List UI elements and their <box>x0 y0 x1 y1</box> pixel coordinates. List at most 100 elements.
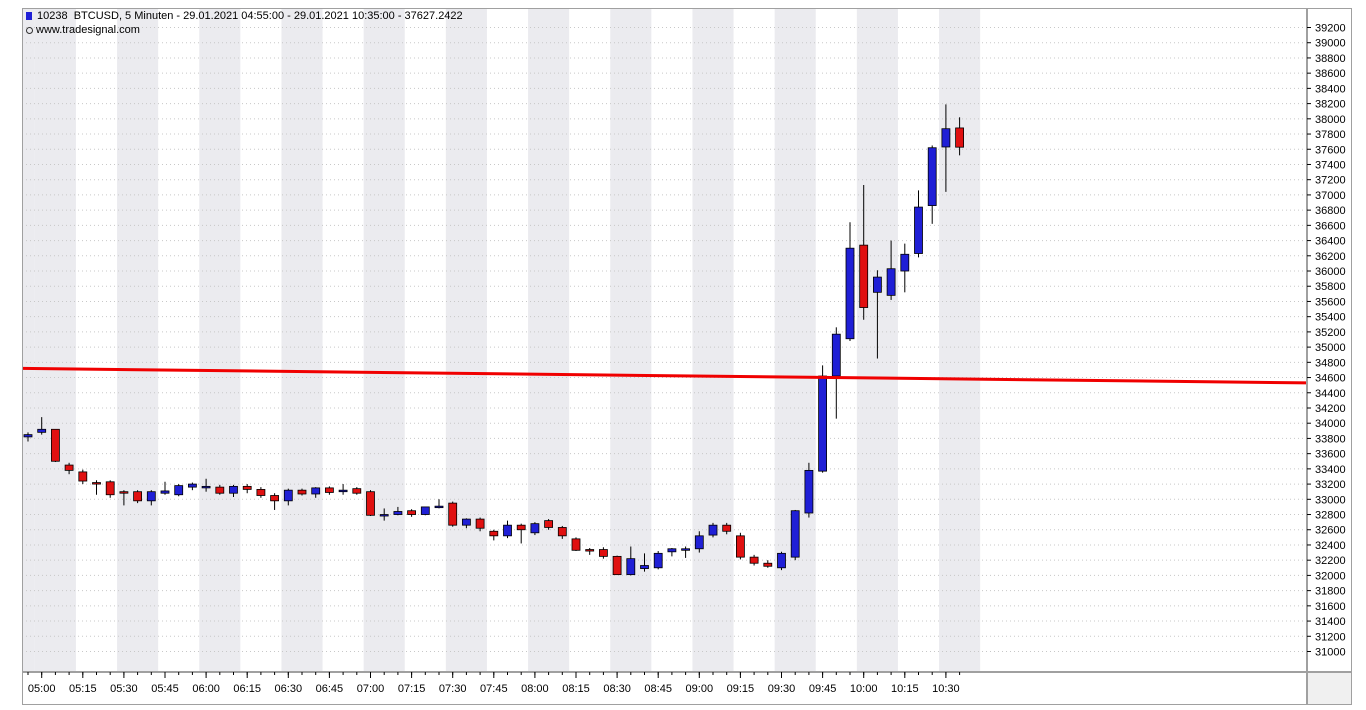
candle-body <box>804 469 814 514</box>
candle-body <box>599 549 608 557</box>
candle-body <box>818 375 827 472</box>
x-tick-label: 05:30 <box>110 683 138 695</box>
x-tick-label: 09:00 <box>686 683 714 695</box>
candle-body <box>955 127 964 148</box>
candle <box>585 548 595 555</box>
candle-body <box>215 486 225 494</box>
candle <box>407 509 417 517</box>
y-tick-label: 35200 <box>1315 327 1346 339</box>
candle <box>873 270 882 359</box>
y-tick-label: 31800 <box>1315 586 1346 598</box>
y-tick-label: 38800 <box>1315 53 1346 65</box>
time-band <box>363 8 405 672</box>
y-tick-label: 35000 <box>1315 342 1346 354</box>
candle <box>105 480 115 498</box>
candle <box>379 508 389 521</box>
candle-body <box>283 489 293 502</box>
candle <box>804 462 814 518</box>
candle-body <box>708 524 718 536</box>
x-axis: 05:00 05:15 05:30 05:45 06:00 06:15 06:30 06:45… <box>27 672 961 695</box>
y-tick-label: 34200 <box>1315 403 1346 415</box>
y-tick-label: 32600 <box>1315 525 1346 537</box>
x-tick-label: 06:45 <box>316 683 344 695</box>
y-tick-label: 38000 <box>1315 114 1346 126</box>
candle-body <box>612 555 622 576</box>
candle <box>489 529 499 541</box>
y-tick-label: 36200 <box>1315 251 1346 263</box>
candle-body <box>681 548 690 551</box>
candle <box>448 501 458 527</box>
candle <box>722 522 732 535</box>
time-band <box>34 8 76 672</box>
candle-body <box>557 527 567 537</box>
candle <box>831 327 841 419</box>
y-tick-label: 34800 <box>1315 357 1346 369</box>
x-axis-panel <box>0 672 1366 705</box>
candle <box>845 222 855 342</box>
time-band <box>199 8 241 672</box>
candle <box>420 506 430 516</box>
x-tick-label: 07:30 <box>439 683 467 695</box>
candle-body <box>900 253 910 272</box>
time-band <box>281 8 323 672</box>
y-tick-label: 34600 <box>1315 373 1346 385</box>
candle <box>242 484 252 494</box>
candle-body <box>119 491 129 494</box>
y-axis: 31000 31200 31400 31600 31800 32000 32200 32400… <box>1307 23 1346 659</box>
candle <box>667 548 677 557</box>
candle <box>516 523 526 544</box>
time-band <box>445 8 487 672</box>
candle <box>434 499 444 509</box>
candle-body <box>790 510 800 558</box>
candle <box>366 490 375 517</box>
y-tick-label: 39000 <box>1315 38 1346 50</box>
time-band <box>774 8 816 672</box>
x-tick-label: 09:45 <box>809 683 837 695</box>
chart-title: BTCUSD, 5 Minuten - 29.01.2021 04:55:00 … <box>73 10 463 22</box>
candle-body <box>626 558 636 576</box>
candle <box>338 484 348 495</box>
candle <box>393 506 403 516</box>
x-tick-label: 06:30 <box>275 683 303 695</box>
y-tick-label: 33000 <box>1315 494 1346 506</box>
candle-body <box>51 428 60 462</box>
candle <box>297 488 307 496</box>
y-tick-label: 37800 <box>1315 129 1346 141</box>
candle-body <box>187 483 197 488</box>
candle <box>174 484 184 497</box>
candle <box>941 104 951 192</box>
reference-line <box>21 366 1308 385</box>
candle-body <box>530 523 540 534</box>
candle <box>612 555 622 576</box>
candle-body <box>777 552 786 569</box>
x-tick-label: 07:00 <box>357 683 385 695</box>
x-tick-label: 05:00 <box>28 683 56 695</box>
candle <box>681 546 690 558</box>
x-tick-label: 10:15 <box>891 683 919 695</box>
y-tick-label: 35800 <box>1315 281 1346 293</box>
candle-body <box>653 552 663 569</box>
candle-body <box>859 244 869 308</box>
y-tick-label: 34400 <box>1315 388 1346 400</box>
candle-body <box>914 206 923 254</box>
candle <box>927 145 937 224</box>
candle-body <box>160 490 170 494</box>
candle-body <box>270 495 280 502</box>
candle-body <box>146 491 156 502</box>
candle <box>571 537 581 552</box>
candle-body <box>516 524 526 531</box>
source-line: www.tradesignal.com <box>26 23 463 37</box>
candle-body <box>324 487 334 493</box>
candle-body <box>92 482 101 485</box>
x-tick-label: 07:45 <box>480 683 508 695</box>
time-band <box>528 8 570 672</box>
y-tick-label: 35600 <box>1315 296 1346 308</box>
y-tick-label: 38400 <box>1315 83 1346 95</box>
candle <box>270 493 280 510</box>
y-tick-label: 35400 <box>1315 312 1346 324</box>
y-tick-label: 36600 <box>1315 220 1346 232</box>
candle-body <box>64 464 74 471</box>
candle <box>777 551 786 571</box>
